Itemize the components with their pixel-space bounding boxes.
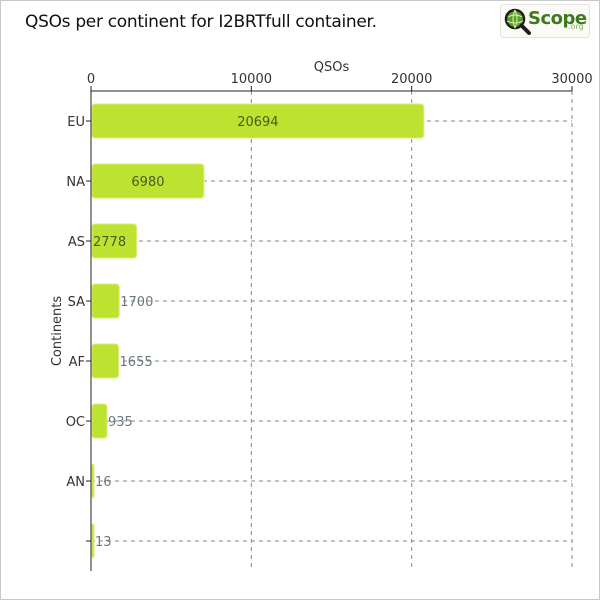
logo-wordmark: Scope [528, 8, 587, 29]
category-label-2: AS [68, 235, 85, 250]
y-axis-title: Continents [50, 296, 65, 367]
logo-suffix: .org [568, 22, 584, 31]
bar-sa[interactable] [91, 283, 120, 319]
bar-na[interactable] [91, 163, 205, 199]
bar-as[interactable] [91, 223, 138, 259]
x-tick-label-1: 10000 [231, 72, 272, 87]
data-label-4: 1655 [120, 355, 153, 370]
category-label-6: AN [66, 475, 85, 490]
data-label-5: 935 [108, 415, 133, 430]
qscope-logo[interactable]: Scope .org [500, 4, 590, 38]
category-label-1: NA [66, 175, 85, 190]
x-axis-title: QSOs [314, 60, 350, 75]
category-label-5: OC [66, 415, 85, 430]
x-tick-label-2: 20000 [391, 72, 432, 87]
bar-oc[interactable] [91, 403, 108, 439]
data-label-1: 6980 [131, 175, 164, 190]
bar-eu[interactable] [91, 103, 425, 139]
bar-unknown[interactable] [91, 523, 95, 559]
category-label-4: AF [69, 355, 85, 370]
x-tick-label-3: 30000 [551, 72, 592, 87]
data-label-3: 1700 [120, 295, 153, 310]
data-label-7: 13 [95, 535, 112, 550]
category-label-3: SA [68, 295, 85, 310]
data-label-6: 16 [95, 475, 112, 490]
chart-title: QSOs per continent for I2BRTfull contain… [25, 12, 377, 32]
category-label-0: EU [67, 115, 85, 130]
magnifier-globe-icon [504, 8, 531, 35]
bar-an[interactable] [91, 463, 95, 499]
data-label-2: 2778 [93, 235, 126, 250]
data-label-0: 20694 [237, 115, 278, 130]
bar-af[interactable] [91, 343, 120, 379]
x-tick-label-0: 0 [87, 72, 95, 87]
